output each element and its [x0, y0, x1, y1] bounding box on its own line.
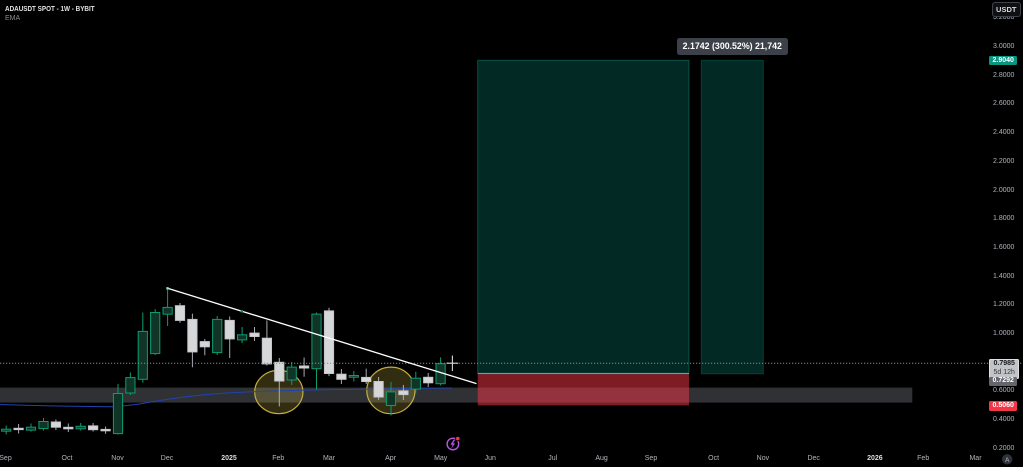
svg-text:A: A: [1005, 457, 1010, 464]
